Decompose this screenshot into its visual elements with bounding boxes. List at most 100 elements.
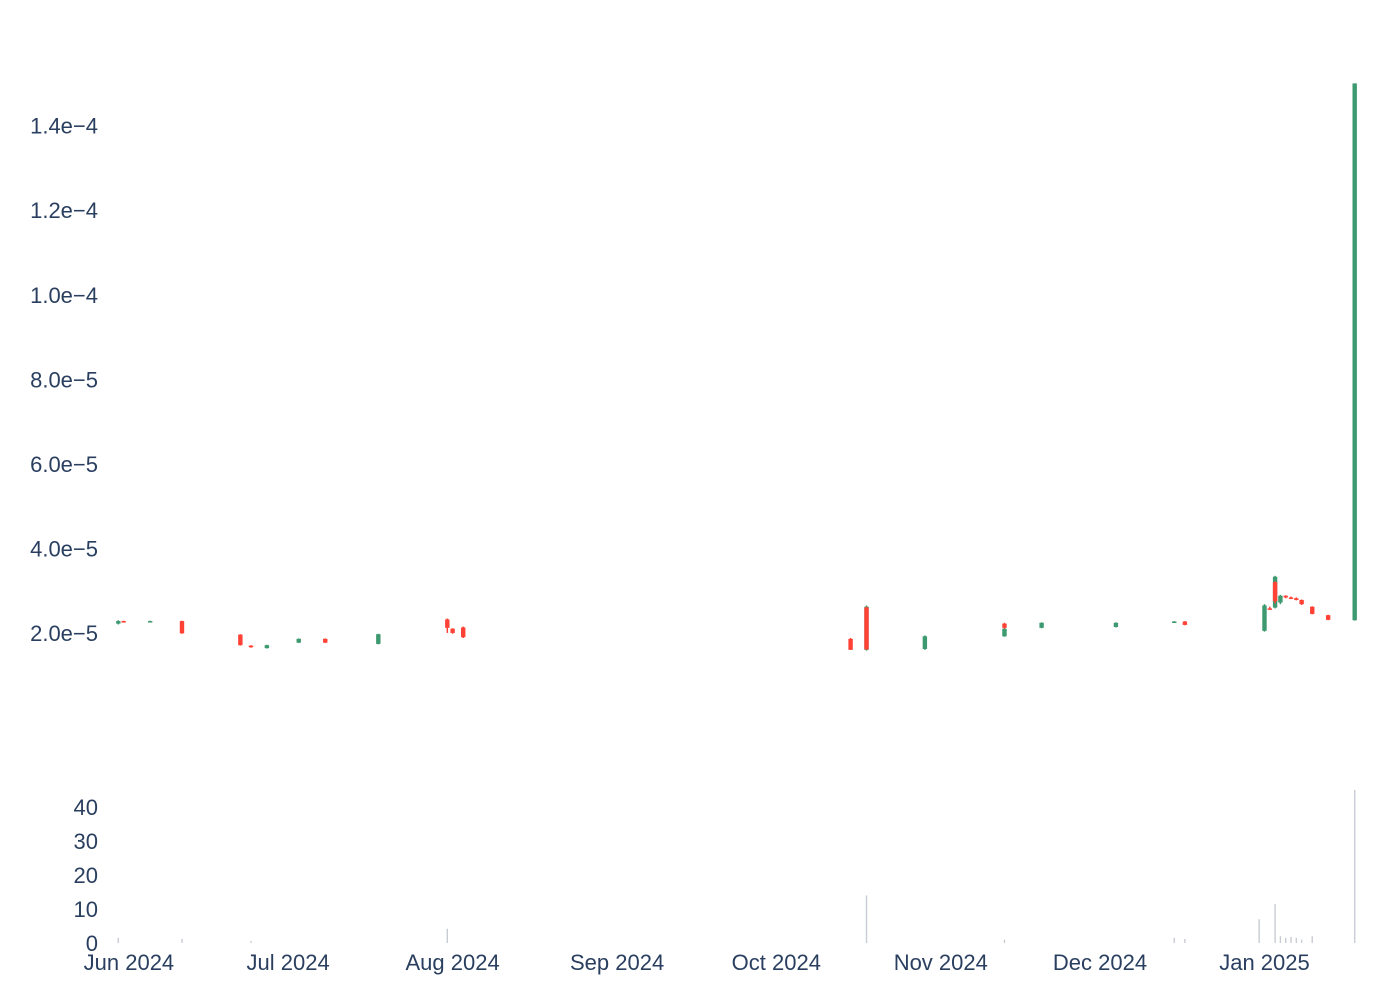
price-tick-label: 1.2e−4: [30, 198, 98, 223]
volume-bar: [1300, 939, 1303, 943]
volume-bar: [117, 937, 120, 943]
candle-body: [1294, 598, 1299, 600]
candle-decreasing: [1310, 606, 1315, 615]
candle-increasing: [922, 635, 928, 650]
volume-bar: [1184, 938, 1186, 943]
candle-increasing: [1262, 604, 1267, 632]
price-tick-label: 1.4e−4: [30, 114, 98, 139]
x-tick-label: Dec 2024: [1053, 950, 1147, 975]
candle-body: [1262, 605, 1267, 631]
volume-tick-label: 10: [74, 897, 98, 922]
price-tick-label: 2.0e−5: [30, 621, 98, 646]
candle-body: [248, 645, 254, 648]
candle-body: [376, 634, 381, 644]
candle-body: [1182, 621, 1188, 625]
x-tick-label: Jun 2024: [84, 950, 175, 975]
price-tick-label: 4.0e−5: [30, 536, 98, 561]
volume-bar: [446, 928, 449, 943]
candle-body: [1002, 628, 1007, 637]
x-tick-label: Oct 2024: [732, 950, 821, 975]
candle-decreasing: [1002, 622, 1007, 629]
candle-decreasing: [248, 645, 254, 648]
price-axis: 2.0e−5 4.0e−5 6.0e−5 8.0e−5 1.0e−4 1.2e−4 1.4e…: [30, 114, 98, 646]
candle-increasing: [1278, 594, 1283, 605]
candle-decreasing: [848, 637, 853, 650]
candle-body: [1272, 582, 1278, 602]
candle-increasing: [376, 633, 381, 645]
volume-bar: [1311, 936, 1313, 943]
candle-decreasing: [864, 606, 869, 650]
candle-decreasing: [1299, 599, 1304, 606]
candle-increasing: [147, 620, 153, 623]
volume-bar: [1285, 937, 1287, 943]
candle-increasing: [1172, 621, 1177, 624]
candle-body: [1352, 83, 1357, 621]
x-tick-label: Aug 2024: [406, 950, 500, 975]
volume-bars: [117, 790, 1356, 943]
candle-body: [1278, 595, 1283, 603]
volume-bar: [1003, 939, 1006, 943]
volume-bar: [1290, 936, 1292, 943]
candles: [116, 83, 1357, 651]
candle-body: [1267, 608, 1272, 610]
candle-body: [1288, 597, 1294, 599]
price-tick-label: 6.0e−5: [30, 452, 98, 477]
candle-body: [1172, 621, 1177, 624]
candle-increasing: [296, 638, 301, 644]
candle-increasing: [1039, 622, 1044, 629]
volume-bar: [1274, 903, 1276, 943]
candle-body: [121, 621, 126, 623]
volume-tick-label: 40: [74, 795, 98, 820]
candle-decreasing: [1272, 581, 1278, 604]
volume-axis: 0 10 20 30 40: [74, 795, 98, 956]
candle-body: [323, 638, 328, 643]
candle-body: [1299, 599, 1304, 605]
volume-bar: [1295, 937, 1298, 943]
volume-bar: [865, 895, 868, 943]
candle-decreasing: [238, 634, 243, 646]
candle-body: [864, 607, 869, 650]
candle-decreasing: [461, 626, 466, 638]
volume-bar: [1279, 936, 1282, 943]
candle-increasing: [264, 644, 270, 649]
candle-body: [264, 645, 270, 649]
x-tick-label: Nov 2024: [894, 950, 988, 975]
price-tick-label: 8.0e−5: [30, 367, 98, 392]
candle-increasing: [116, 620, 121, 625]
volume-bar: [1173, 937, 1175, 943]
candle-body: [1283, 595, 1288, 598]
candle-body: [1002, 623, 1007, 628]
candle-body: [296, 638, 301, 643]
volume-tick-label: 30: [74, 829, 98, 854]
candle-decreasing: [179, 620, 185, 634]
candle-body: [461, 627, 466, 638]
candle-body: [147, 621, 153, 623]
volume-bar: [1353, 790, 1356, 943]
candle-body: [450, 628, 455, 633]
candle-body: [238, 634, 243, 646]
candle-body: [179, 621, 185, 634]
candle-body: [1113, 622, 1119, 628]
candle-decreasing: [1182, 621, 1188, 626]
candle-decreasing: [1283, 595, 1288, 599]
x-axis: Jun 2024 Jul 2024 Aug 2024 Sep 2024 Oct 2024…: [84, 950, 1310, 975]
candle-body: [1039, 622, 1044, 628]
candle-decreasing: [450, 628, 455, 634]
volume-bar: [250, 940, 252, 943]
candle-decreasing: [445, 618, 450, 633]
x-tick-label: Jan 2025: [1219, 950, 1310, 975]
candle-decreasing: [1288, 596, 1294, 600]
candle-increasing: [1352, 83, 1357, 621]
candle-increasing: [1002, 627, 1007, 637]
x-tick-label: Jul 2024: [247, 950, 330, 975]
candle-body: [848, 638, 853, 650]
volume-tick-label: 20: [74, 863, 98, 888]
candle-body: [445, 619, 450, 628]
x-tick-label: Sep 2024: [570, 950, 664, 975]
candle-decreasing: [1267, 606, 1272, 610]
candle-decreasing: [121, 620, 126, 623]
candle-decreasing: [1294, 597, 1299, 601]
candle-body: [922, 636, 928, 649]
